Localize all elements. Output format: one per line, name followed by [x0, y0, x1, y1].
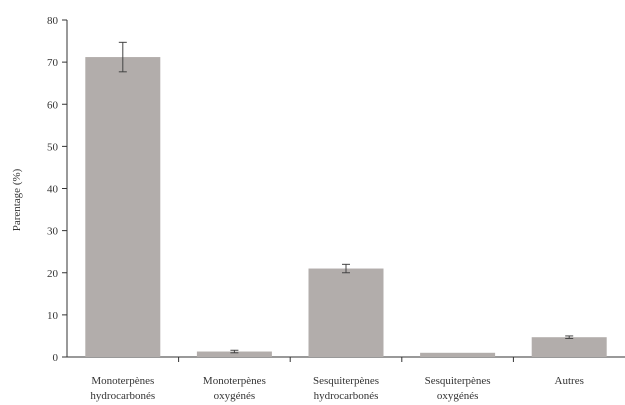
- y-tick-label: 20: [47, 268, 59, 280]
- category-label-line: Monoterpènes: [203, 375, 266, 387]
- category-label-line: Sesquiterpènes: [313, 375, 379, 387]
- category-label-line: oxygénés: [437, 390, 479, 402]
- category-label: Monoterpènes oxygénés: [203, 375, 266, 402]
- category-label-line: Sesquiterpènes: [425, 375, 491, 387]
- category-label-line: hydrocarbonés: [314, 390, 379, 402]
- y-tick-label: 60: [47, 99, 59, 111]
- bar: [308, 268, 384, 357]
- category-label-line: Autres: [555, 375, 584, 387]
- y-tick-label: 40: [47, 184, 59, 196]
- category-label: Autres: [555, 375, 584, 387]
- bar: [196, 351, 272, 357]
- category-label: Monoterpènes hydrocarbonés: [90, 375, 155, 402]
- category-label: Sesquiterpènes hydrocarbonés: [313, 375, 379, 402]
- bar: [531, 337, 607, 357]
- y-tick-label: 30: [47, 226, 59, 238]
- y-tick-label: 50: [47, 141, 59, 153]
- bar: [420, 352, 496, 357]
- y-tick-label: 10: [47, 310, 59, 322]
- category-label-line: Monoterpènes: [91, 375, 154, 387]
- y-axis-title: Parentage (%): [11, 168, 23, 231]
- y-tick-label: 70: [47, 57, 59, 69]
- y-tick-label: 80: [47, 15, 59, 27]
- bar: [85, 57, 161, 357]
- y-tick-label: 0: [53, 352, 59, 364]
- category-label-line: hydrocarbonés: [90, 390, 155, 402]
- category-label: Sesquiterpènes oxygénés: [425, 375, 491, 402]
- plot-area: 0 10 20 30 40 50 60 70 80 Monoterpènes hydrocarbon…: [47, 15, 625, 402]
- category-label-line: oxygénés: [214, 390, 256, 402]
